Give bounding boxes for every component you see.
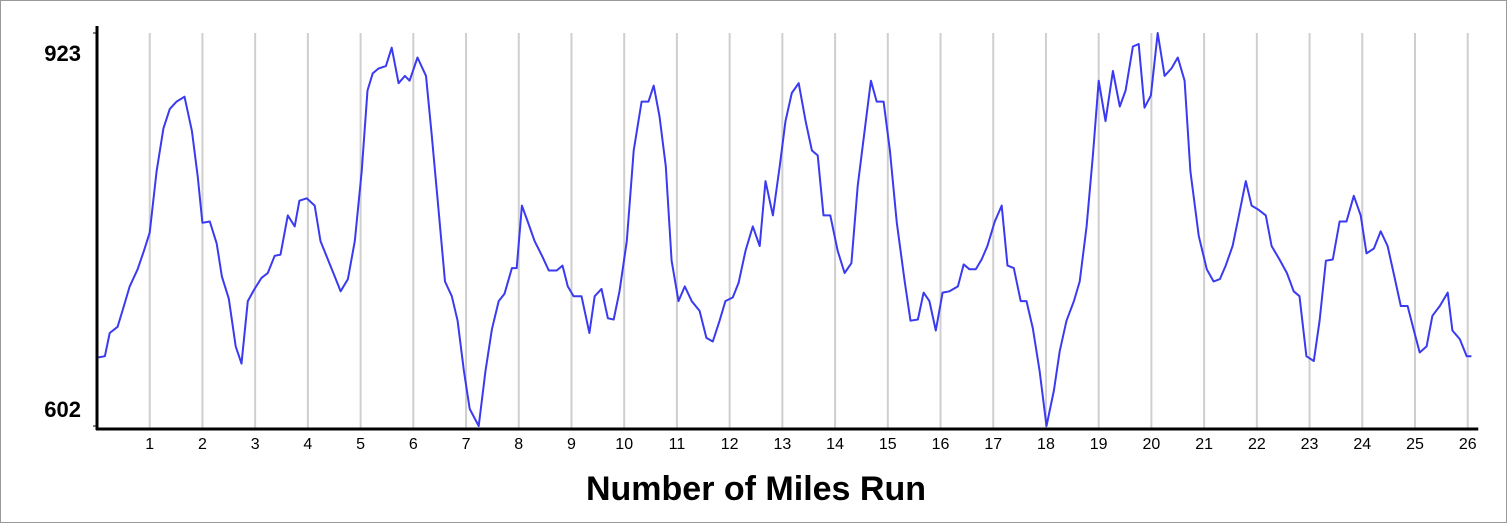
x-tick-label: 26 [1459, 436, 1477, 453]
x-tick-label: 5 [356, 436, 365, 453]
x-axis-label: Number of Miles Run [586, 470, 926, 508]
x-tick-label: 8 [514, 436, 523, 453]
x-tick-label: 21 [1195, 436, 1213, 453]
data-line [98, 32, 1472, 427]
x-tick-label: 2 [198, 436, 207, 453]
x-tick-label: 6 [409, 436, 418, 453]
x-tick-label: 18 [1037, 436, 1055, 453]
x-tick-label: 11 [669, 436, 686, 453]
x-tick-label: 15 [879, 436, 897, 453]
x-tick-label: 20 [1143, 436, 1161, 453]
x-tick-label: 17 [984, 436, 1002, 453]
x-tick-label: 23 [1301, 436, 1319, 453]
x-tick-label: 10 [615, 436, 633, 453]
x-tick-label: 3 [251, 436, 260, 453]
x-tick-label: 7 [462, 436, 471, 453]
x-tick-label: 9 [567, 436, 576, 453]
x-tick-label: 24 [1353, 436, 1371, 453]
x-tick-label: 12 [721, 436, 739, 453]
x-tick-label: 22 [1248, 436, 1266, 453]
x-tick-label: 19 [1090, 436, 1108, 453]
x-tick-label: 4 [303, 436, 312, 453]
y-tick-label: 602 [44, 397, 81, 422]
y-tick-label: 923 [44, 41, 81, 66]
x-tick-label: 14 [826, 436, 844, 453]
x-tick-label: 1 [145, 436, 154, 453]
x-tick-label: 25 [1406, 436, 1424, 453]
x-tick-label: 16 [932, 436, 950, 453]
x-tick-label: 13 [773, 436, 791, 453]
